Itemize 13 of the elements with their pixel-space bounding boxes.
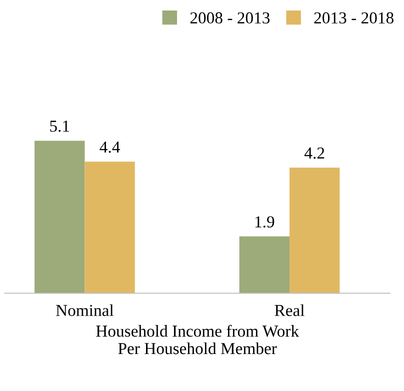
x-tick-label: Real bbox=[274, 304, 304, 316]
x-tick-label: Nominal bbox=[56, 304, 114, 316]
data-label: 4.2 bbox=[304, 147, 324, 159]
data-label: 4.4 bbox=[100, 142, 120, 153]
x-axis-title: Household Income from Work Per Household Member bbox=[96, 324, 300, 354]
bar bbox=[34, 140, 85, 294]
data-label: 1.9 bbox=[255, 216, 274, 228]
bar bbox=[239, 236, 290, 294]
bar bbox=[290, 168, 340, 294]
data-label: 5.1 bbox=[50, 120, 70, 132]
bar bbox=[84, 162, 135, 294]
legend-label: 2013 - 2018 bbox=[314, 12, 394, 24]
legend-label: 2008 - 2013 bbox=[190, 12, 270, 24]
